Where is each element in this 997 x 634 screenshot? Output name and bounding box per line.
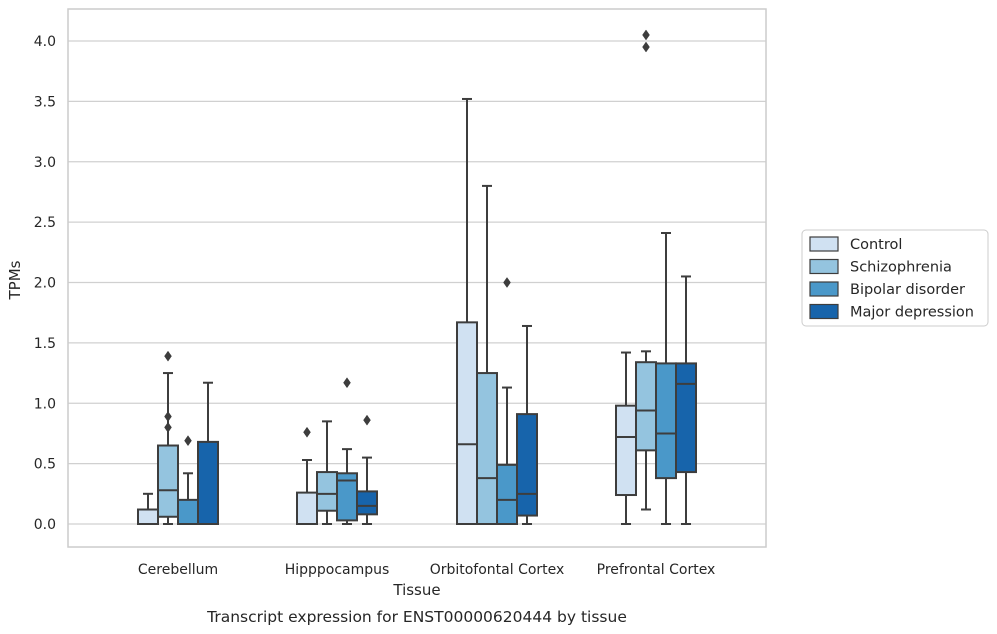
outlier-point bbox=[164, 421, 172, 433]
box-1-1 bbox=[316, 420, 338, 525]
box-iqr bbox=[615, 404, 637, 497]
legend-swatch bbox=[809, 281, 839, 297]
box-1-3 bbox=[356, 414, 378, 525]
outlier-point bbox=[642, 41, 650, 53]
box-2-0 bbox=[456, 97, 478, 525]
outlier-point bbox=[164, 350, 172, 362]
box-iqr bbox=[296, 491, 318, 526]
box-iqr bbox=[496, 463, 518, 525]
grid-lines bbox=[68, 40, 766, 525]
y-tick-labels: 0.0 0.5 1.0 1.5 2.0 2.5 3.0 3.5 4.0 bbox=[34, 34, 56, 533]
outlier-point bbox=[303, 426, 311, 438]
legend-label: Major depression bbox=[850, 305, 974, 321]
outlier-point bbox=[343, 377, 351, 389]
y-tick-label: 3.0 bbox=[34, 155, 56, 171]
y-tick-label: 4.0 bbox=[34, 34, 56, 50]
box-2-3 bbox=[516, 324, 538, 525]
box-iqr bbox=[635, 361, 657, 452]
y-tick-label: 0.0 bbox=[34, 517, 56, 533]
plot-frame bbox=[67, 8, 767, 548]
legend-frame bbox=[801, 229, 989, 327]
box-iqr bbox=[316, 471, 338, 512]
box-3-1 bbox=[635, 29, 657, 511]
y-axis-label: TPMs bbox=[6, 260, 24, 300]
legend-swatch bbox=[809, 236, 839, 252]
box-iqr bbox=[516, 413, 538, 517]
y-tick-label: 2.5 bbox=[34, 215, 56, 231]
x-tick-labels: Cerebellum Hipppocampus Orbitofontal Corte… bbox=[138, 562, 715, 578]
outlier-point bbox=[184, 435, 192, 447]
box-1-0 bbox=[296, 426, 318, 526]
box-iqr bbox=[476, 372, 498, 525]
y-tick-label: 1.5 bbox=[34, 336, 56, 352]
box-iqr bbox=[356, 490, 378, 516]
box-2-1 bbox=[476, 184, 498, 525]
box-3-3 bbox=[675, 275, 697, 525]
box-iqr bbox=[456, 321, 478, 525]
box-iqr bbox=[137, 508, 159, 526]
x-tick-label: Orbitofontal Cortex bbox=[430, 562, 565, 578]
legend: Control Schizophrenia Bipolar disorder Majo… bbox=[801, 229, 989, 327]
y-tick-label: 2.0 bbox=[34, 276, 56, 292]
legend-label: Control bbox=[850, 237, 902, 253]
box-0-1 bbox=[157, 350, 179, 525]
y-tick-label: 0.5 bbox=[34, 457, 56, 473]
legend-label: Schizophrenia bbox=[850, 260, 952, 276]
box-groups bbox=[137, 29, 697, 526]
box-iqr bbox=[675, 362, 697, 474]
y-tick-label: 1.0 bbox=[34, 396, 56, 412]
x-axis-label: Tissue bbox=[392, 581, 440, 599]
box-0-2 bbox=[177, 435, 199, 526]
box-0-3 bbox=[197, 381, 219, 526]
y-tick-label: 3.5 bbox=[34, 94, 56, 110]
box-3-2 bbox=[655, 231, 677, 525]
box-iqr bbox=[177, 498, 199, 526]
outlier-point bbox=[642, 29, 650, 41]
legend-label: Bipolar disorder bbox=[850, 282, 965, 298]
outlier-point bbox=[363, 414, 371, 426]
legend-swatch bbox=[809, 258, 839, 275]
box-3-0 bbox=[615, 351, 637, 525]
box-1-2 bbox=[336, 377, 358, 525]
box-0-0 bbox=[137, 492, 159, 526]
outlier-point bbox=[164, 411, 172, 422]
outlier-point bbox=[503, 277, 511, 288]
legend-swatch bbox=[809, 303, 839, 320]
x-tick-label: Hipppocampus bbox=[285, 562, 390, 578]
box-2-2 bbox=[496, 277, 518, 525]
chart-caption: Transcript expression for ENST0000062044… bbox=[206, 608, 627, 626]
box-iqr bbox=[157, 444, 179, 518]
x-tick-label: Cerebellum bbox=[138, 562, 218, 578]
box-iqr bbox=[655, 362, 677, 480]
x-tick-label: Prefrontal Cortex bbox=[597, 562, 716, 578]
box-iqr bbox=[197, 440, 219, 526]
